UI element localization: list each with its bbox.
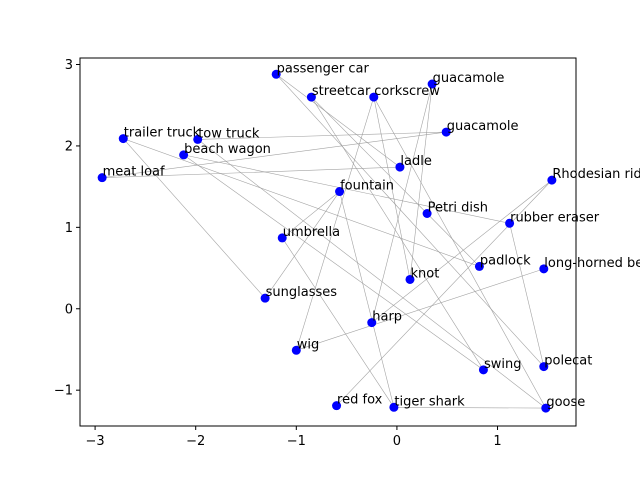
- data-point: [271, 69, 281, 79]
- data-point: [422, 209, 432, 219]
- point-label: tiger shark: [394, 394, 465, 409]
- x-tick-label: 0: [393, 434, 401, 449]
- point-label: guacamole: [433, 71, 505, 86]
- connection-line: [123, 138, 266, 299]
- connection-line: [373, 97, 411, 280]
- connection-line: [282, 191, 340, 239]
- data-point: [369, 92, 379, 102]
- connection-line: [371, 83, 433, 323]
- point-label: harp: [372, 310, 402, 325]
- x-tick-label: −2: [186, 434, 205, 449]
- connection-line: [276, 74, 401, 168]
- point-label: Rhodesian ridgeback: [552, 167, 640, 182]
- connection-line: [197, 139, 547, 409]
- connection-line: [281, 237, 395, 408]
- connection-line: [275, 74, 545, 367]
- point-label: long-horned beetle: [544, 256, 640, 271]
- data-point: [367, 318, 377, 328]
- x-tick-label: 1: [493, 434, 501, 449]
- data-point: [539, 362, 549, 372]
- point-label: ladle: [400, 154, 431, 169]
- connection-line: [183, 154, 484, 371]
- data-point: [193, 134, 203, 144]
- point-label: Petri dish: [428, 201, 488, 216]
- point-labels: passenger car guacamole streetcar corkscrew…: [103, 61, 640, 410]
- data-point: [389, 402, 399, 412]
- plot-area-frame: [79, 57, 577, 427]
- data-point: [539, 264, 549, 274]
- data-point: [478, 365, 488, 375]
- plot-area-background: [80, 58, 576, 426]
- connection-line: [296, 268, 544, 351]
- connection-line: [296, 96, 375, 351]
- point-label: red fox: [337, 393, 383, 408]
- connection-line: [197, 131, 447, 140]
- connection-line: [373, 96, 547, 409]
- data-point: [395, 162, 405, 172]
- connection-line: [339, 191, 395, 408]
- connection-line: [509, 223, 545, 367]
- point-label: trailer truck: [124, 126, 201, 141]
- y-tick-label: −1: [54, 384, 73, 399]
- point-label: sunglasses: [266, 285, 338, 300]
- data-point: [306, 92, 316, 102]
- connection-line: [102, 166, 400, 178]
- point-label: corkscrew: [374, 84, 440, 99]
- data-point: [405, 274, 415, 284]
- x-tick-label: −1: [287, 434, 306, 449]
- point-label: umbrella: [283, 225, 340, 240]
- point-label: passenger car: [277, 61, 370, 76]
- point-label: swing: [484, 357, 522, 372]
- point-label: knot: [410, 266, 439, 281]
- point-label: polecat: [544, 354, 592, 369]
- connection-line: [102, 131, 447, 178]
- point-label: wig: [297, 337, 320, 352]
- connection-line: [409, 84, 433, 280]
- point-label: fountain: [340, 179, 394, 194]
- x-axis: −3 −2 −1 0 1: [86, 426, 502, 449]
- connection-line: [336, 179, 553, 406]
- connection-line: [311, 96, 484, 370]
- y-tick-label: 0: [65, 302, 73, 317]
- connection-line: [264, 191, 340, 299]
- point-label: streetcar: [312, 84, 371, 99]
- point-label: goose: [546, 395, 585, 410]
- point-label: meat loaf: [103, 165, 165, 180]
- connection-line: [311, 96, 428, 214]
- y-axis: −1 0 1 2 3: [54, 58, 80, 399]
- data-point: [97, 173, 107, 183]
- data-point: [505, 218, 515, 228]
- point-label: padlock: [480, 253, 531, 268]
- data-point: [335, 187, 345, 197]
- x-tick-label: −3: [86, 434, 105, 449]
- data-points: [97, 69, 557, 413]
- data-point: [427, 79, 437, 89]
- point-label: rubber eraser: [510, 210, 600, 225]
- data-point: [277, 233, 287, 243]
- data-point: [260, 293, 270, 303]
- point-label: tow truck: [198, 126, 260, 141]
- data-point: [179, 150, 189, 160]
- connection-line: [183, 154, 510, 224]
- point-label: beach wagon: [184, 142, 271, 157]
- data-point: [291, 345, 301, 355]
- connection-line: [123, 138, 480, 267]
- data-point: [474, 261, 484, 271]
- data-point: [118, 134, 128, 144]
- y-tick-label: 2: [65, 139, 73, 154]
- connection-line: [371, 179, 553, 323]
- data-point: [541, 403, 551, 413]
- y-tick-label: 1: [65, 221, 73, 236]
- connection-line: [393, 406, 546, 409]
- y-tick-label: 3: [65, 58, 73, 73]
- connection-lines: [102, 74, 553, 409]
- point-label: guacamole: [447, 119, 519, 134]
- data-point: [441, 127, 451, 137]
- data-point: [547, 175, 557, 185]
- data-point: [332, 401, 342, 411]
- connection-line: [426, 213, 480, 267]
